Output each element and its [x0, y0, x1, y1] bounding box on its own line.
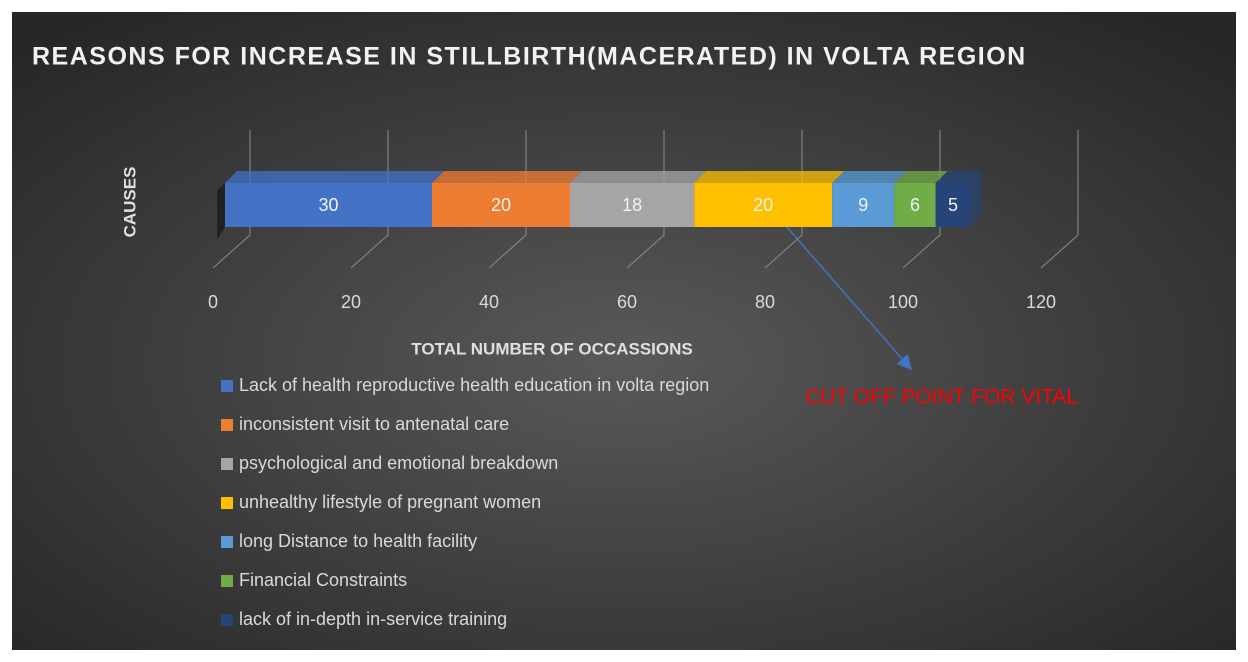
x-tick-label: 40 — [479, 292, 499, 312]
legend-swatch — [221, 458, 233, 470]
bar-top — [832, 171, 907, 183]
legend-swatch — [221, 419, 233, 431]
grid-line — [1040, 130, 1079, 269]
legend-label: Lack of health reproductive health educa… — [239, 375, 709, 395]
x-axis-label: TOTAL NUMBER OF OCCASSIONS — [411, 339, 692, 358]
legend-label: unhealthy lifestyle of pregnant women — [239, 492, 541, 512]
legend-label: psychological and emotional breakdown — [239, 453, 558, 473]
bar-top — [935, 171, 983, 183]
grid-line — [350, 130, 389, 269]
bar-top — [225, 171, 444, 183]
x-tick-label: 20 — [341, 292, 361, 312]
x-tick-label: 80 — [755, 292, 775, 312]
legend-swatch — [221, 497, 233, 509]
annotation-arrow — [784, 224, 912, 371]
grid-line — [626, 130, 665, 269]
data-label: 18 — [622, 195, 642, 215]
grid-line — [212, 130, 251, 269]
legend-swatch — [221, 536, 233, 548]
bar-side — [970, 171, 983, 227]
y-axis-label: CAUSES — [120, 167, 139, 238]
legend-label: lack of in-depth in-service training — [239, 609, 507, 629]
bar-top — [432, 171, 582, 183]
data-label: 6 — [910, 195, 920, 215]
legend-swatch — [221, 575, 233, 587]
bar-top — [694, 171, 845, 183]
chart-background — [12, 12, 1236, 650]
legend-label: long Distance to health facility — [239, 531, 477, 551]
bar — [432, 183, 570, 227]
bar — [894, 183, 936, 227]
grid-line — [488, 130, 527, 269]
bar-top — [570, 171, 707, 183]
chart-title: REASONS FOR INCREASE IN STILLBIRTH(MACER… — [32, 43, 1027, 71]
bar — [694, 183, 833, 227]
bar — [832, 183, 895, 227]
bar-shadow — [217, 183, 225, 240]
x-tick-label: 0 — [208, 292, 218, 312]
annotation: CUT OFF POINT FOR VITAL — [805, 386, 1078, 409]
legend-label: Financial Constraints — [239, 570, 407, 590]
bar-top — [894, 171, 948, 183]
legend-label: inconsistent visit to antenatal care — [239, 414, 509, 434]
x-tick-label: 120 — [1026, 292, 1056, 312]
grid-line — [764, 130, 803, 269]
data-label: 20 — [491, 195, 511, 215]
legend-swatch — [221, 614, 233, 626]
bar — [935, 183, 971, 227]
bar — [225, 183, 432, 227]
bar — [570, 183, 695, 227]
legend-swatch — [221, 380, 233, 392]
data-label: 30 — [318, 195, 338, 215]
data-label: 20 — [753, 195, 773, 215]
x-tick-label: 60 — [617, 292, 637, 312]
x-tick-label: 100 — [888, 292, 918, 312]
data-label: 5 — [948, 195, 958, 215]
data-label: 9 — [858, 195, 868, 215]
grid-line — [902, 130, 941, 269]
